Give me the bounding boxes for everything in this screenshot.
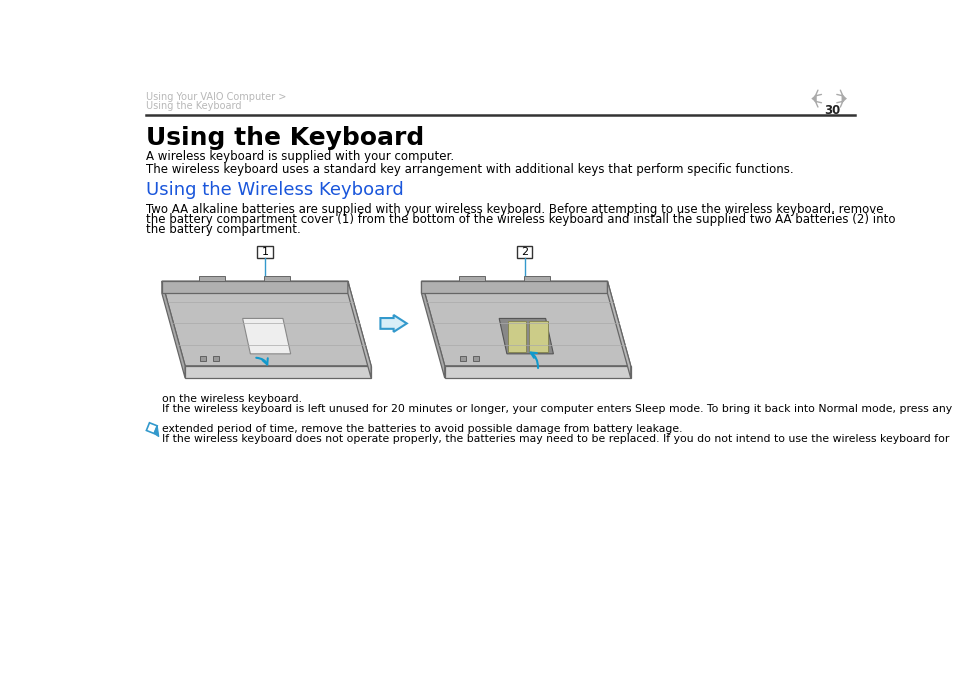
Text: extended period of time, remove the batteries to avoid possible damage from batt: extended period of time, remove the batt…	[162, 423, 681, 433]
Bar	[257, 245, 273, 258]
Polygon shape	[498, 318, 553, 354]
Polygon shape	[458, 276, 484, 281]
Polygon shape	[421, 281, 630, 366]
Text: the battery compartment.: the battery compartment.	[146, 222, 301, 235]
Bar	[459, 356, 465, 361]
Polygon shape	[348, 281, 371, 378]
Text: 1: 1	[261, 247, 269, 257]
Text: If the wireless keyboard does not operate properly, the batteries may need to be: If the wireless keyboard does not operat…	[162, 433, 953, 443]
Polygon shape	[162, 281, 348, 293]
Polygon shape	[841, 94, 846, 103]
Text: on the wireless keyboard.: on the wireless keyboard.	[162, 394, 301, 404]
Polygon shape	[523, 276, 549, 281]
Text: The wireless keyboard uses a standard key arrangement with additional keys that : The wireless keyboard uses a standard ke…	[146, 162, 793, 175]
Text: 2: 2	[520, 247, 528, 257]
Bar	[472, 356, 478, 361]
Bar	[529, 321, 547, 352]
Text: A wireless keyboard is supplied with your computer.: A wireless keyboard is supplied with you…	[146, 150, 454, 163]
Bar	[213, 356, 219, 361]
Text: Using Your VAIO Computer >: Using Your VAIO Computer >	[146, 92, 287, 102]
Text: 30: 30	[823, 104, 840, 117]
Polygon shape	[607, 281, 630, 378]
Polygon shape	[421, 281, 444, 378]
Text: the battery compartment cover (1) from the bottom of the wireless keyboard and i: the battery compartment cover (1) from t…	[146, 212, 895, 226]
Bar	[200, 356, 206, 361]
Polygon shape	[264, 276, 290, 281]
Bar	[517, 245, 532, 258]
Polygon shape	[242, 318, 291, 354]
Text: If the wireless keyboard is left unused for 20 minutes or longer, your computer : If the wireless keyboard is left unused …	[162, 404, 953, 414]
Polygon shape	[162, 281, 185, 378]
Text: Using the Keyboard: Using the Keyboard	[146, 125, 424, 150]
Polygon shape	[162, 281, 371, 366]
Polygon shape	[380, 315, 406, 332]
Polygon shape	[421, 281, 607, 293]
Text: Two AA alkaline batteries are supplied with your wireless keyboard. Before attem: Two AA alkaline batteries are supplied w…	[146, 203, 882, 216]
Polygon shape	[185, 366, 371, 378]
Polygon shape	[199, 276, 225, 281]
Polygon shape	[154, 426, 158, 437]
Polygon shape	[444, 366, 630, 378]
Text: Using the Keyboard: Using the Keyboard	[146, 101, 242, 111]
Text: Using the Wireless Keyboard: Using the Wireless Keyboard	[146, 181, 404, 199]
Polygon shape	[810, 94, 816, 103]
Bar	[507, 321, 526, 352]
